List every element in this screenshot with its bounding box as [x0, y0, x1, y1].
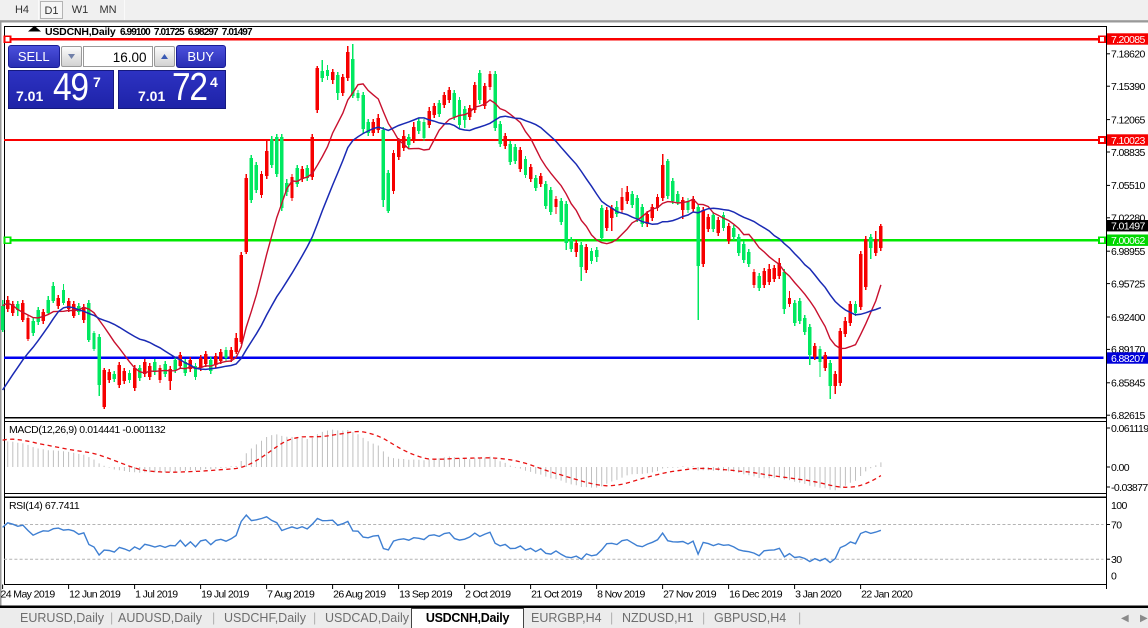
- svg-text:7.00062: 7.00062: [1111, 235, 1146, 247]
- svg-text:7 Aug 2019: 7 Aug 2019: [267, 589, 315, 601]
- svg-text:27 Nov 2019: 27 Nov 2019: [663, 589, 717, 601]
- svg-text:USDCNH,Daily: USDCNH,Daily: [45, 26, 116, 38]
- svg-text:100: 100: [1111, 500, 1127, 512]
- svg-text:0.00: 0.00: [1111, 462, 1130, 474]
- svg-text:-0.03877: -0.03877: [1111, 482, 1148, 494]
- svg-text:7.12065: 7.12065: [1111, 114, 1146, 126]
- svg-text:6.85845: 6.85845: [1111, 378, 1146, 390]
- svg-text:30: 30: [1111, 554, 1122, 566]
- svg-text:7.18620: 7.18620: [1111, 49, 1146, 61]
- svg-text:3 Jan 2020: 3 Jan 2020: [795, 589, 842, 601]
- svg-text:6.92400: 6.92400: [1111, 312, 1146, 324]
- svg-text:7.05510: 7.05510: [1111, 180, 1146, 192]
- svg-text:24 May 2019: 24 May 2019: [1, 589, 56, 601]
- svg-text:RSI(14) 67.7411: RSI(14) 67.7411: [9, 500, 80, 512]
- svg-text:21 Oct 2019: 21 Oct 2019: [531, 589, 582, 601]
- svg-text:7.10023: 7.10023: [1111, 135, 1146, 147]
- svg-text:7.01497: 7.01497: [1111, 221, 1146, 233]
- svg-text:19 Jul 2019: 19 Jul 2019: [201, 589, 249, 601]
- svg-text:13 Sep 2019: 13 Sep 2019: [399, 589, 453, 601]
- svg-text:70: 70: [1111, 519, 1122, 531]
- svg-text:7.15390: 7.15390: [1111, 81, 1146, 93]
- svg-text:6.82615: 6.82615: [1111, 410, 1146, 422]
- svg-text:6.99100 7.01725 6.98297 7.0149: 6.99100 7.01725 6.98297 7.01497: [120, 27, 253, 38]
- svg-text:2 Oct 2019: 2 Oct 2019: [465, 589, 511, 601]
- svg-text:26 Aug 2019: 26 Aug 2019: [333, 589, 386, 601]
- svg-text:8 Nov 2019: 8 Nov 2019: [597, 589, 645, 601]
- svg-text:7.20085: 7.20085: [1111, 34, 1146, 46]
- svg-text:1 Jul 2019: 1 Jul 2019: [135, 589, 178, 601]
- svg-text:6.98955: 6.98955: [1111, 246, 1146, 258]
- svg-text:6.95725: 6.95725: [1111, 278, 1146, 290]
- svg-text:6.88207: 6.88207: [1111, 353, 1146, 365]
- svg-text:12 Jun 2019: 12 Jun 2019: [69, 589, 121, 601]
- svg-text:16 Dec 2019: 16 Dec 2019: [729, 589, 783, 601]
- svg-text:7.08835: 7.08835: [1111, 147, 1146, 159]
- svg-text:22 Jan 2020: 22 Jan 2020: [861, 589, 913, 601]
- svg-text:0: 0: [1111, 571, 1117, 583]
- svg-text:0.061119: 0.061119: [1111, 423, 1148, 435]
- svg-text:MACD(12,26,9) 0.014441 -0.0011: MACD(12,26,9) 0.014441 -0.001132: [9, 424, 166, 436]
